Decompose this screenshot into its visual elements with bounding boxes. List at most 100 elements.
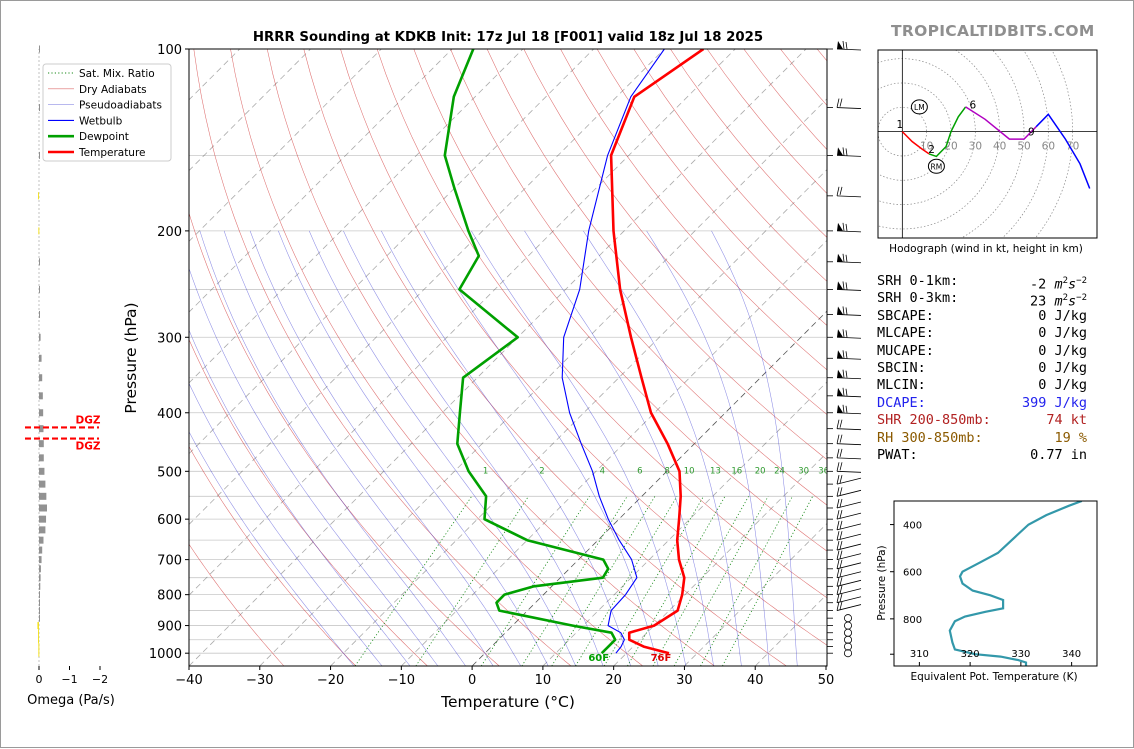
omega-bar xyxy=(39,286,40,293)
barb-feather xyxy=(846,42,847,49)
theta-e-y-tick-label: 800 xyxy=(903,615,922,626)
param-row-shear: SHR 200-850mb: 74 kt xyxy=(877,412,1097,429)
hodograph-ring-label: 40 xyxy=(993,141,1006,153)
barb-feather xyxy=(843,370,844,378)
omega-bar xyxy=(39,556,42,563)
storm-motion-label: RM xyxy=(931,162,943,171)
mixing-ratio-line xyxy=(576,496,677,666)
x-tick-label: 40 xyxy=(747,673,764,688)
theta-e-x-tick-label: 310 xyxy=(910,649,929,660)
barb-feather xyxy=(843,254,844,262)
omega-bar xyxy=(39,425,43,432)
legend-label: Pseudoadiabats xyxy=(79,100,162,112)
sounding-parameters: SRH 0-1km: -2 m2s−2 SRH 0-3km: 23 m2s−2 … xyxy=(877,273,1097,464)
barb-pennant xyxy=(837,388,843,396)
y-tick-label: 500 xyxy=(157,465,182,480)
barb-feather xyxy=(846,148,847,155)
param-value: 0 J/kg xyxy=(1038,360,1087,377)
x-tick-label: −30 xyxy=(246,673,273,688)
barb-pennant xyxy=(837,254,843,262)
barb-feather xyxy=(846,282,847,289)
barb-feather xyxy=(840,560,842,568)
dry-adiabat xyxy=(194,49,571,666)
pseudoadiabat xyxy=(583,231,741,666)
param-value: 74 kt xyxy=(1046,412,1087,429)
x-tick-label: 20 xyxy=(605,673,622,688)
hodograph-segment xyxy=(966,107,1037,139)
param-value: 0 J/kg xyxy=(1038,343,1087,360)
pseudoadiabat xyxy=(115,231,354,666)
barb-feather xyxy=(837,475,839,484)
barb-feather xyxy=(846,351,847,358)
param-row-srh01: SRH 0-1km: -2 m2s−2 xyxy=(877,273,1097,290)
omega-bar xyxy=(39,481,45,488)
pseudoadiabat xyxy=(471,231,686,666)
mixing-ratio-label: 10 xyxy=(684,467,695,477)
y-tick-label: 700 xyxy=(157,554,182,569)
barb-staff xyxy=(837,429,861,430)
surface-temperature-label: 76F xyxy=(651,653,672,664)
omega-bar xyxy=(38,629,39,636)
calm-wind-circle xyxy=(844,643,851,650)
x-tick-label: 10 xyxy=(535,673,552,688)
omega-bar xyxy=(39,537,43,544)
barb-feather xyxy=(843,405,844,413)
hodograph-height-label: 6 xyxy=(970,99,977,111)
y-axis-label: Pressure (hPa) xyxy=(122,302,140,413)
omega-bar xyxy=(39,591,40,598)
param-label: SRH 0-3km: xyxy=(877,290,958,307)
barb-feather xyxy=(843,147,844,155)
barb-pennant xyxy=(837,405,843,413)
barb-feather xyxy=(843,350,844,358)
omega-bar xyxy=(39,565,41,572)
omega-bar xyxy=(39,547,42,554)
barb-pennant xyxy=(837,41,843,49)
barb-feather xyxy=(837,420,839,429)
barb-feather xyxy=(837,499,839,508)
param-value: 399 J/kg xyxy=(1022,395,1087,412)
omega-bar xyxy=(38,636,39,643)
barb-pennant xyxy=(837,147,843,155)
barb-feather xyxy=(843,223,844,231)
omega-bar xyxy=(38,227,39,234)
mixing-ratio-label: 2 xyxy=(539,467,544,477)
barb-pennant xyxy=(837,329,843,337)
x-tick-label: −10 xyxy=(388,673,415,688)
omega-tick-label: −1 xyxy=(61,673,77,686)
param-label: RH 300-850mb: xyxy=(877,430,983,447)
barb-feather xyxy=(837,541,839,550)
barb-feather xyxy=(846,224,847,231)
param-label: MLCAPE: xyxy=(877,325,934,342)
barb-feather xyxy=(843,306,844,314)
barb-feather xyxy=(846,371,847,378)
barb-staff xyxy=(837,396,861,397)
theta-e-x-tick-label: 320 xyxy=(961,649,980,660)
param-label: MUCAPE: xyxy=(877,343,934,360)
barb-feather xyxy=(843,281,844,289)
barb-feather xyxy=(840,602,842,610)
omega-bar xyxy=(39,583,40,590)
legend-label: Dry Adiabats xyxy=(79,84,147,96)
omega-bar xyxy=(39,334,41,341)
omega-bar xyxy=(39,104,40,111)
barb-staff xyxy=(837,155,861,156)
param-label: SHR 200-850mb: xyxy=(877,412,991,429)
barb-staff xyxy=(837,196,861,197)
barb-feather xyxy=(846,330,847,337)
barb-staff xyxy=(837,289,861,290)
x-tick-label: 0 xyxy=(468,673,476,688)
omega-bar xyxy=(38,192,39,199)
barb-pennant xyxy=(837,281,843,289)
barb-feather xyxy=(837,462,839,471)
hodograph-height-label: 2 xyxy=(928,144,935,156)
omega-bar xyxy=(39,599,40,606)
barb-feather xyxy=(840,594,842,602)
barb-feather xyxy=(840,569,842,577)
barb-feather xyxy=(837,487,839,496)
barb-feather xyxy=(840,420,842,428)
omega-bar xyxy=(39,504,47,511)
pseudoadiabat xyxy=(381,231,630,666)
barb-feather xyxy=(837,569,839,578)
omega-bar xyxy=(37,622,39,629)
